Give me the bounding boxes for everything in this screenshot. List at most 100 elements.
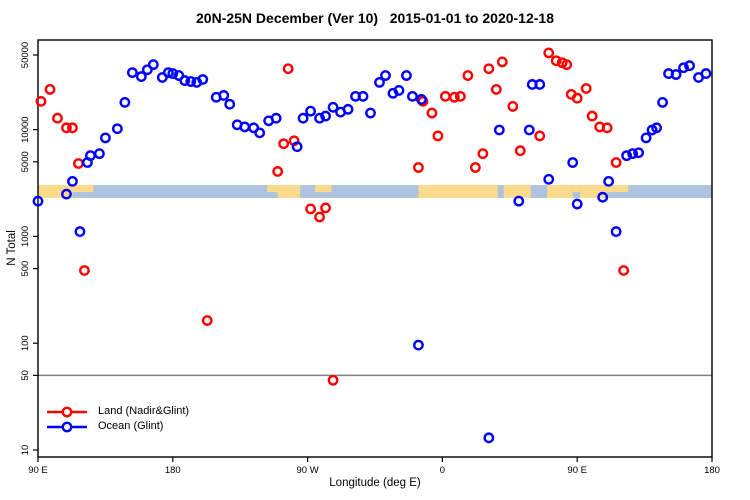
data-point-land [61, 122, 72, 134]
data-point-ocean [513, 195, 525, 207]
data-point-ocean [327, 101, 339, 113]
legend-label-land: Land (Nadir&Glint) [98, 405, 190, 417]
data-point-land [413, 162, 424, 173]
x-axis-label: Longitude (deg E) [329, 477, 421, 489]
data-point-ocean [126, 67, 138, 79]
ocean-marker-icon [47, 421, 87, 432]
data-point-ocean [657, 96, 668, 108]
y-tick-label: 1000 [20, 226, 31, 247]
y-tick-label: 500 [20, 261, 31, 277]
data-point-ocean [254, 127, 266, 139]
map-strip-land [572, 185, 581, 193]
data-point-land [469, 162, 481, 173]
data-point-ocean [94, 148, 105, 160]
map-strip-land [547, 185, 573, 198]
map-strip-land [267, 185, 278, 193]
map-strip-land [503, 185, 531, 198]
data-point-ocean [640, 132, 652, 144]
data-point-land [610, 157, 622, 168]
y-tick-label: 10000 [20, 116, 31, 142]
data-point-ocean [413, 339, 424, 351]
y-tick-label: 100 [20, 335, 31, 351]
map-strip-land [38, 185, 73, 198]
data-point-ocean [401, 70, 412, 81]
data-point-land [490, 84, 502, 95]
data-point-ocean [483, 432, 495, 444]
data-point-ocean [567, 157, 579, 168]
map-strip-land [418, 185, 498, 198]
map-strip-land [72, 185, 94, 193]
data-point-land [305, 203, 316, 215]
x-tick-label: 0 [440, 465, 445, 476]
data-point-land [35, 95, 47, 107]
data-point-land [448, 91, 460, 103]
data-point-land [73, 158, 84, 169]
data-point-ocean [61, 188, 72, 200]
data-point-land [618, 265, 630, 276]
data-point-ocean [380, 70, 391, 81]
data-point-ocean [147, 59, 159, 71]
data-point-land [462, 70, 474, 81]
data-point-ocean [135, 71, 147, 82]
data-point-land [477, 148, 489, 160]
land-marker-icon [47, 406, 87, 417]
data-point-land [327, 374, 339, 386]
plot-border [37, 39, 713, 458]
data-point-ocean [185, 76, 197, 87]
data-point-ocean [407, 90, 418, 102]
y-tick-label: 10 [20, 445, 31, 456]
data-point-ocean [633, 147, 645, 159]
data-point-land [44, 84, 56, 95]
x-tick-label: 90 E [28, 465, 48, 476]
data-point-land [543, 47, 555, 59]
data-point-ocean [305, 105, 316, 117]
data-point-ocean [297, 112, 309, 124]
data-point-ocean [74, 226, 86, 237]
data-point-ocean [32, 195, 44, 207]
data-point-ocean [291, 141, 303, 153]
data-point-ocean [493, 124, 505, 136]
data-point-land [496, 56, 508, 68]
data-point-land [586, 110, 598, 122]
data-point-land [67, 122, 78, 134]
data-point-ocean [342, 103, 354, 115]
data-point-land [561, 59, 573, 71]
data-point-land [439, 90, 451, 102]
data-point-ocean [111, 123, 123, 135]
map-strip-ocean [38, 185, 712, 198]
data-point-land [278, 138, 290, 150]
map-strip-land [315, 185, 332, 193]
map-strip-land [277, 185, 301, 198]
data-point-land [432, 130, 444, 142]
data-point-ocean [167, 68, 179, 79]
data-point-land [314, 211, 325, 223]
data-point-land [426, 107, 438, 119]
chart-title: 20N-25N December (Ver 10) 2015-01-01 to … [196, 10, 554, 26]
legend-label-ocean: Ocean (Glint) [98, 420, 164, 432]
data-point-ocean [700, 68, 712, 79]
data-point-land [454, 90, 466, 102]
data-point-ocean [357, 90, 369, 102]
data-point-ocean [67, 175, 78, 187]
legend-item-ocean: Ocean (Glint) [45, 419, 189, 434]
data-point-land [514, 145, 526, 157]
data-point-land [282, 63, 294, 75]
data-point-ocean [684, 60, 695, 72]
data-point-land [507, 101, 519, 112]
map-strip-land [607, 185, 629, 193]
data-point-ocean [670, 69, 682, 80]
data-point-land [52, 112, 63, 124]
data-point-ocean [320, 110, 331, 122]
x-tick-label: 90 W [297, 465, 319, 476]
y-tick-label: 50000 [20, 42, 31, 68]
data-point-ocean [621, 150, 633, 162]
data-point-ocean [651, 122, 662, 134]
legend-item-land: Land (Nadir&Glint) [45, 404, 189, 419]
data-point-land [79, 265, 90, 276]
data-point-land [571, 92, 583, 104]
data-point-ocean [571, 198, 583, 210]
data-point-ocean [543, 173, 555, 185]
data-point-land [320, 202, 331, 214]
map-strip-land [580, 185, 608, 198]
